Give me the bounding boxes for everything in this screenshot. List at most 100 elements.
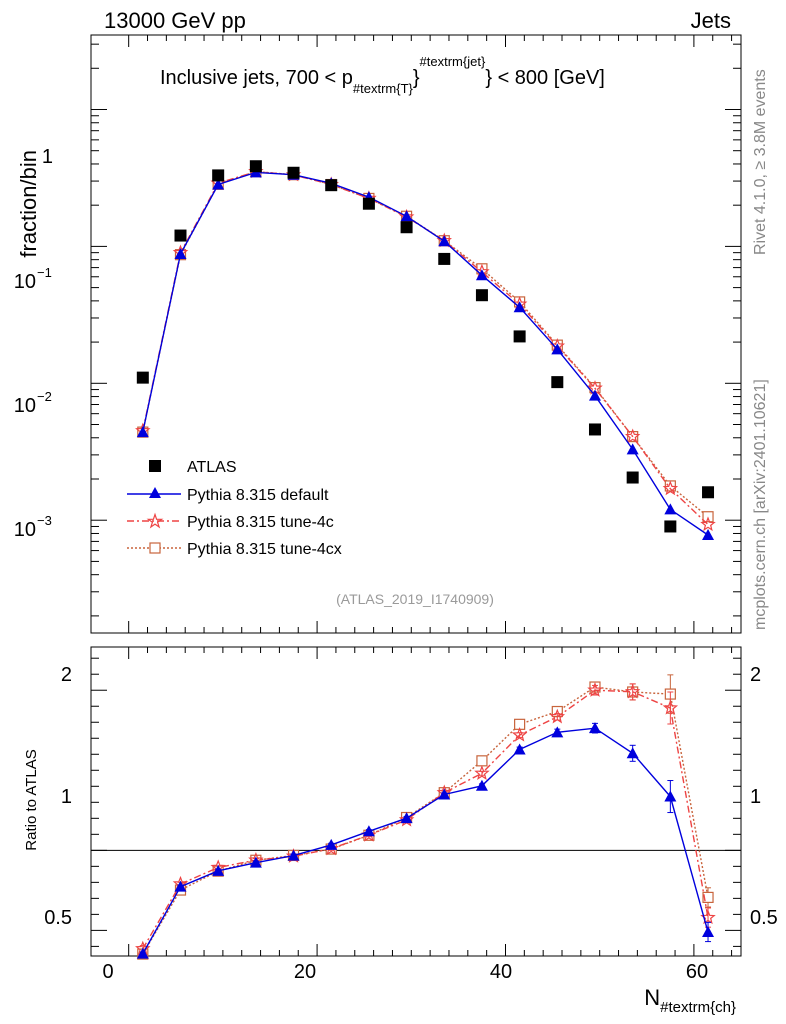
ratio-point-tune4c — [587, 682, 603, 697]
main-axis-ticks — [91, 35, 741, 633]
ratio-y-tick-1-right: 1 — [750, 786, 761, 808]
main-series-default — [136, 166, 715, 540]
main-point-atlas — [588, 423, 601, 436]
ratio-point-default — [475, 779, 488, 791]
ratio-point-tune4c — [624, 683, 641, 699]
main-series-atlas — [136, 160, 715, 533]
analysis-watermark: (ATLAS_2019_I1740909) — [336, 591, 494, 607]
ratio-y-axis-label: Ratio to ATLAS — [23, 749, 40, 850]
main-point-atlas — [174, 229, 187, 242]
main-point-atlas — [438, 252, 451, 265]
ratio-axis-ticks — [91, 647, 741, 956]
ratio-point-default — [551, 726, 564, 738]
main-y-axis-label: fraction/bin — [16, 150, 41, 258]
ratio-point-default — [702, 925, 715, 937]
legend-tune4c-label: Pythia 8.315 tune-4c — [187, 514, 334, 531]
ratio-plot-frame — [90, 646, 742, 957]
main-point-default — [438, 235, 451, 247]
main-point-default — [136, 426, 149, 438]
ratio-line-tune4c — [142, 689, 709, 950]
y-tick-base-0.001: 10 — [14, 519, 36, 541]
x-axis-label: N#textrm{ch} — [644, 985, 736, 1016]
header-left: 13000 GeV pp — [104, 8, 246, 33]
main-point-default — [513, 301, 526, 313]
x-tick-label-0: 0 — [102, 961, 113, 983]
ratio-y-tick-1-left: 1 — [61, 786, 72, 808]
ratio-point-default — [400, 812, 413, 824]
ratio-point-default — [664, 790, 677, 802]
main-point-atlas — [626, 471, 639, 484]
main-title-superscript: #textrm{jet} — [420, 54, 486, 69]
ratio-series-default — [136, 722, 715, 959]
y-tick-exp-0.1: −1 — [37, 265, 52, 280]
legend-atlas-label: ATLAS — [187, 459, 237, 476]
main-point-atlas — [325, 179, 338, 192]
main-point-default — [212, 178, 225, 190]
ratio-series-tune4c — [135, 682, 716, 956]
main-point-atlas — [400, 221, 413, 234]
x-tick-label-40: 40 — [490, 961, 512, 983]
x-axis-label-main: N — [644, 985, 660, 1010]
x-tick-label-20: 20 — [294, 961, 316, 983]
main-point-default — [702, 528, 715, 540]
ratio-y-tick-2-right: 2 — [750, 664, 761, 686]
ratio-point-tune4cx — [702, 891, 714, 904]
ratio-y-tick-2-left: 2 — [61, 664, 72, 686]
legend-tune4cx-marker — [149, 542, 161, 554]
legend-default-label: Pythia 8.315 default — [187, 487, 329, 504]
ratio-line-default — [142, 727, 709, 954]
main-point-atlas — [513, 330, 526, 343]
ratio-series-layer — [135, 674, 716, 960]
ratio-point-tune4cx — [476, 755, 488, 767]
main-title-tail: < 800 [GeV] — [498, 67, 605, 89]
legend: ATLAS Pythia 8.315 default Pythia 8.315 … — [127, 459, 342, 558]
main-point-default — [400, 210, 413, 222]
main-point-atlas — [702, 486, 715, 499]
ratio-point-default — [174, 880, 187, 892]
y-tick-base-0.1: 10 — [14, 271, 36, 293]
ratio-point-default — [136, 947, 149, 959]
main-point-tune4c — [662, 480, 679, 496]
legend-tune4c-marker — [146, 512, 164, 529]
main-point-atlas — [475, 289, 488, 302]
main-point-default — [551, 343, 564, 355]
main-point-atlas — [287, 166, 300, 179]
main-point-default — [174, 247, 187, 259]
main-point-atlas — [212, 169, 225, 182]
main-plot-frame — [90, 34, 742, 634]
ratio-point-default — [513, 743, 526, 755]
ratio-point-default — [626, 747, 639, 759]
header-right: Jets — [691, 8, 731, 33]
ratio-line-tune4cx — [142, 686, 709, 955]
legend-atlas-marker — [149, 460, 161, 472]
legend-default-marker — [149, 487, 161, 498]
main-series-layer — [135, 160, 716, 540]
main-point-tune4c — [624, 428, 641, 444]
y-tick-label-0.01: 10 −2 — [14, 389, 52, 417]
ratio-point-tune4c — [511, 726, 528, 742]
main-point-atlas — [249, 160, 262, 173]
main-point-default — [626, 443, 639, 455]
y-tick-label-1: 1 — [42, 146, 53, 168]
y-tick-exp-0.01: −2 — [37, 389, 52, 404]
y-tick-label-0.001: 10 −3 — [14, 513, 52, 541]
rivet-version-label: Rivet 4.1.0, ≥ 3.8M events — [752, 69, 769, 255]
ratio-point-default — [212, 864, 225, 876]
y-tick-base-0.01: 10 — [14, 395, 36, 417]
y-tick-label-0.1: 10 −1 — [14, 265, 52, 293]
x-axis-label-subscript: #textrm{ch} — [660, 999, 736, 1016]
main-point-atlas — [551, 376, 564, 389]
main-title-subscript: #textrm{T} — [353, 81, 414, 96]
ratio-point-default — [362, 825, 375, 837]
main-title-suffix: } — [485, 67, 497, 89]
main-point-default — [588, 389, 601, 401]
ratio-y-tick-0.5-left: 0.5 — [44, 907, 72, 929]
legend-tune4cx-label: Pythia 8.315 tune-4cx — [187, 541, 342, 558]
ratio-point-tune4c — [662, 699, 679, 715]
y-tick-exp-0.001: −3 — [37, 513, 52, 528]
main-line-default — [142, 171, 709, 536]
main-title-prefix: Inclusive jets, 700 < p — [160, 67, 353, 89]
ratio-point-default — [249, 856, 262, 868]
main-point-tune4c — [700, 516, 716, 532]
x-tick-label-60: 60 — [686, 961, 708, 983]
